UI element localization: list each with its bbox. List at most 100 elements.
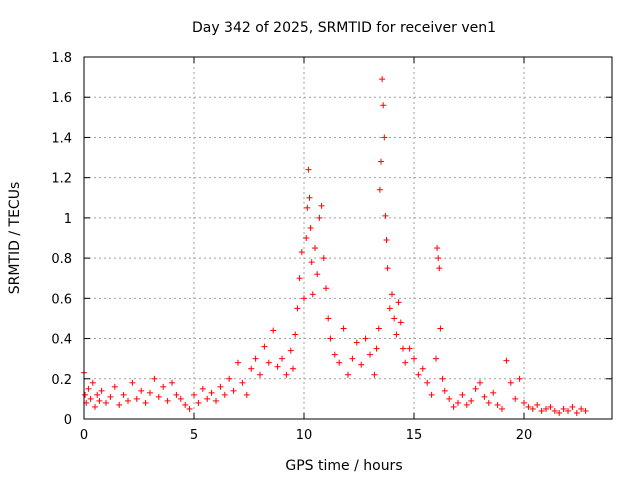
data-point [379, 76, 386, 83]
data-point [320, 255, 327, 262]
data-point [213, 397, 219, 404]
x-axis-label: GPS time / hours [285, 458, 402, 474]
y-tick-label: 1.6 [51, 91, 72, 106]
data-point [534, 401, 541, 408]
data-point [383, 237, 390, 244]
data-point [380, 102, 387, 109]
data-point [547, 403, 554, 410]
data-point [455, 399, 461, 406]
data-point [381, 134, 388, 141]
data-point [415, 371, 422, 378]
data-point [283, 371, 290, 378]
grid [84, 57, 612, 419]
y-tick-label: 0.4 [51, 333, 72, 348]
data-point [551, 407, 558, 414]
y-tick-label: 1.2 [51, 172, 72, 187]
data-point [89, 379, 96, 386]
data-point [195, 399, 202, 406]
data-point [481, 393, 488, 400]
data-point [402, 359, 409, 366]
data-point [411, 355, 417, 362]
data-point [186, 405, 193, 412]
data-point [371, 371, 378, 378]
data-point [173, 391, 180, 398]
data-point [308, 259, 315, 266]
data-point [314, 271, 321, 278]
data-point [419, 365, 426, 372]
data-point [305, 166, 312, 173]
data-point [507, 379, 514, 386]
data-point [182, 401, 189, 408]
data-point [450, 403, 457, 410]
data-point [226, 375, 233, 382]
y-tick-label: 0 [64, 413, 72, 428]
data-point [375, 325, 382, 332]
data-point [376, 186, 383, 193]
data-point [142, 399, 149, 406]
data-point [573, 409, 580, 416]
data-point [261, 343, 268, 350]
data-point [424, 379, 431, 386]
data-point [331, 351, 338, 358]
data-point [111, 383, 118, 390]
data-point [349, 355, 356, 362]
data-point [395, 299, 402, 306]
data-point [116, 401, 123, 408]
data-point [494, 401, 501, 408]
y-tick-label: 1.4 [51, 131, 72, 146]
data-point [400, 345, 406, 352]
data-point [164, 397, 171, 404]
data-point [160, 383, 167, 390]
data-point [298, 249, 305, 256]
chart-title: Day 342 of 2025, SRMTID for receiver ven… [192, 20, 496, 36]
y-axis-label: SRMTID / TECUs [7, 182, 23, 295]
data-point [433, 355, 439, 362]
data-point [257, 371, 263, 378]
data-point [435, 255, 442, 262]
x-tick-label: 0 [80, 428, 88, 443]
data-point [316, 214, 323, 221]
data-point [565, 407, 571, 414]
data-point [217, 383, 224, 390]
data-point [446, 395, 453, 402]
y-axis-ticks: 0 0.2 0.4 0.6 0.8 1 1.2 1.4 1.6 1.8 [51, 51, 612, 428]
data-point [318, 202, 325, 209]
data-point [248, 365, 255, 372]
data-point [133, 395, 140, 402]
data-point [439, 375, 446, 382]
data-point [169, 379, 175, 386]
data-point [294, 305, 301, 312]
data-point [129, 379, 136, 386]
data-point [516, 375, 523, 382]
data-point [373, 345, 380, 352]
data-point [485, 399, 492, 406]
plot-frame [83, 56, 613, 420]
data-point [578, 405, 585, 412]
data-point [301, 295, 307, 302]
data-point [92, 403, 98, 410]
data-point [279, 355, 285, 362]
data-point [208, 389, 215, 396]
data-point [543, 405, 549, 412]
data-point [437, 325, 444, 332]
x-tick-label: 10 [296, 428, 313, 443]
data-point [94, 391, 101, 398]
data-point [525, 403, 532, 410]
data-point [204, 395, 211, 402]
data-point [389, 291, 395, 298]
data-point [327, 335, 334, 342]
data-point [151, 375, 158, 382]
data-point [582, 407, 589, 414]
data-point [386, 305, 393, 312]
data-point [147, 389, 153, 396]
data-point [503, 357, 510, 364]
data-point [499, 405, 505, 412]
data-point [85, 385, 92, 392]
data-point [490, 389, 497, 396]
data-point [521, 399, 527, 406]
data-point [325, 315, 332, 322]
data-point [560, 405, 567, 412]
data-point [221, 391, 228, 398]
data-point [96, 397, 103, 404]
y-tick-label: 0.6 [51, 292, 72, 307]
